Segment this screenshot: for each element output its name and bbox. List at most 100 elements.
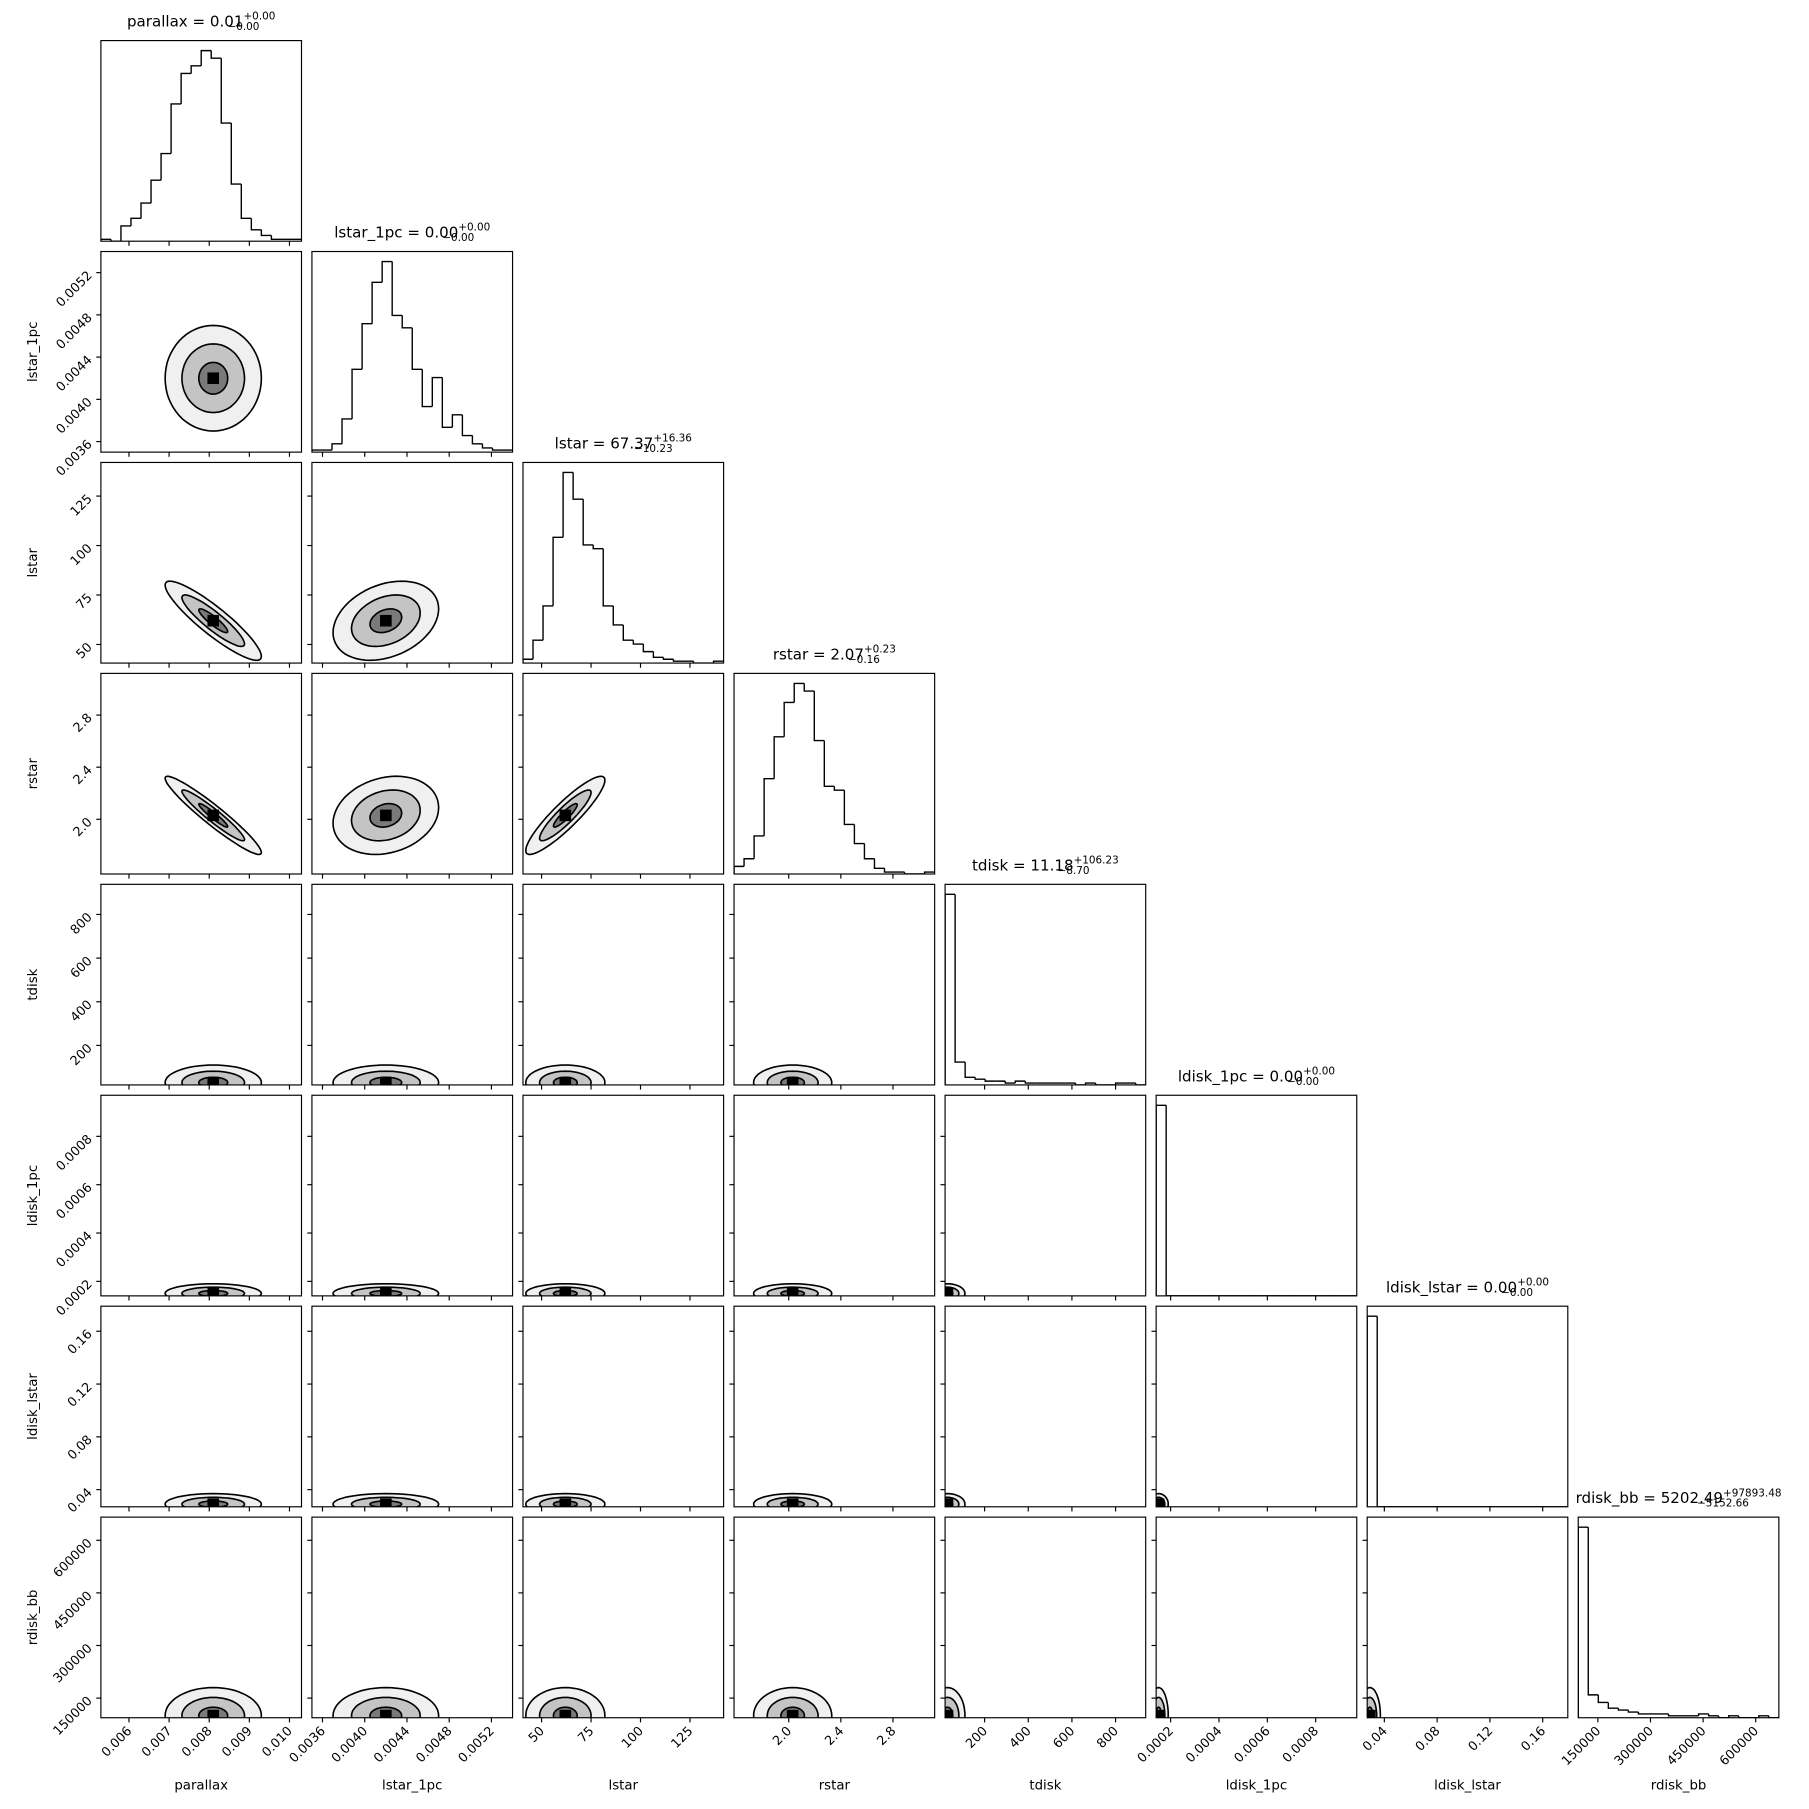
- x-axis-label: ldisk_1pc: [1226, 1778, 1287, 1793]
- title-plus: +0.00: [458, 222, 490, 234]
- panel: [311, 250, 514, 457]
- hist-bin: [481, 443, 493, 449]
- hist-bin: [833, 786, 845, 791]
- panel-frame: [522, 1094, 725, 1297]
- hist-bin: [542, 605, 554, 641]
- hist-bin: [140, 202, 152, 219]
- hist-bin: [1094, 1083, 1106, 1085]
- hist-bin: [130, 217, 142, 226]
- x-axis-label: ldisk_lstar: [1434, 1778, 1501, 1793]
- hist-bin: [572, 472, 584, 500]
- panel-frame: [311, 1094, 514, 1297]
- panel: [1151, 1305, 1358, 1512]
- panel-frame: [100, 1094, 303, 1297]
- x-axis-label: lstar_1pc: [382, 1778, 442, 1793]
- hist-bin: [351, 368, 363, 419]
- hist-bin: [160, 152, 172, 181]
- y-tick-label: 100: [68, 541, 96, 569]
- y-tick-label: 0.0044: [53, 353, 95, 395]
- title-text: tdisk = 11.18: [972, 856, 1074, 874]
- panel-title: tdisk = 11.18+106.23 −8.70: [972, 854, 1119, 876]
- density-peak: [207, 809, 220, 822]
- panel: [733, 672, 936, 879]
- panel-frame: [522, 672, 725, 875]
- hist-bin: [1114, 1082, 1126, 1085]
- panel-title: lstar_1pc = 0.00+0.00 −0.00: [334, 222, 490, 244]
- y-tick-label: 800: [68, 910, 96, 938]
- hist-bin: [763, 778, 775, 836]
- panel: [307, 1094, 514, 1301]
- panel-frame: [522, 1516, 725, 1719]
- panel-frame: [1155, 1516, 1358, 1719]
- panel-frame: [100, 40, 303, 242]
- title-plus: +0.00: [1303, 1065, 1335, 1077]
- x-tick-label: 0.12: [1466, 1724, 1497, 1755]
- density-peak: [207, 372, 220, 385]
- panel: [518, 1305, 725, 1512]
- panel-frame: [522, 1305, 725, 1508]
- hist-bin: [250, 218, 262, 231]
- panel-frame: [311, 883, 514, 1086]
- y-tick-label: 0.04: [65, 1485, 96, 1516]
- panel-frame: [522, 461, 725, 664]
- density-peak: [945, 1287, 954, 1296]
- y-axis-label: ldisk_lstar: [26, 1373, 41, 1440]
- panel-title: lstar = 67.37+16.36 −10.23: [555, 433, 692, 455]
- density-peak: [380, 1498, 392, 1507]
- panel: [518, 883, 725, 1090]
- hist-bin: [783, 701, 795, 737]
- panel-frame: [100, 672, 303, 875]
- hist-bin: [1597, 1694, 1609, 1704]
- x-tick-label: 0.0002: [1135, 1724, 1177, 1766]
- panel-frame: [100, 461, 303, 664]
- density-peak: [380, 809, 392, 822]
- title-minus: −0.16: [848, 654, 880, 666]
- y-tick-label: 75: [74, 591, 96, 613]
- title-minus: −0.00: [442, 232, 474, 244]
- hist-bin: [1587, 1527, 1599, 1696]
- panel-frame: [100, 883, 303, 1086]
- panel: [940, 1094, 1147, 1301]
- hist-bin: [150, 179, 162, 204]
- title-minus: −8.70: [1058, 865, 1090, 877]
- hist-bin: [843, 790, 855, 826]
- panel-title: ldisk_1pc = 0.00+0.00 −0.00: [1178, 1065, 1335, 1087]
- panel-frame: [100, 250, 303, 453]
- hist-bin: [1014, 1080, 1026, 1084]
- x-axis-label: rstar: [819, 1778, 851, 1793]
- hist-bin: [411, 327, 423, 370]
- hist-bin: [1084, 1082, 1096, 1085]
- panel: 200 400 600 800: [68, 883, 303, 1090]
- panel: [307, 1305, 514, 1512]
- x-tick-label: 2.8: [874, 1724, 899, 1749]
- panel-title: rdisk_bb = 5202.49+97893.48 −5152.66: [1576, 1487, 1782, 1509]
- y-axis-label: rdisk_bb: [26, 1590, 41, 1646]
- hist-bin: [813, 691, 825, 742]
- hist-bin: [734, 865, 745, 875]
- hist-bin: [1707, 1713, 1719, 1717]
- hist-bin: [331, 443, 343, 451]
- hist-bin: [220, 58, 232, 124]
- title-minus: −0.00: [1501, 1287, 1533, 1299]
- y-axis-label: rstar: [26, 758, 41, 790]
- hist-bin: [190, 65, 202, 74]
- density-peak: [945, 1498, 954, 1507]
- hist-bin: [311, 449, 322, 453]
- y-tick-label: 600: [68, 954, 96, 982]
- x-tick-label: 0.0008: [1280, 1724, 1322, 1766]
- y-tick-label: 0.0048: [53, 311, 95, 353]
- x-tick-label: 0.008: [179, 1724, 215, 1760]
- hist-bin: [240, 184, 252, 220]
- density-peak: [380, 1709, 392, 1718]
- y-tick-label: 450000: [51, 1589, 96, 1634]
- x-tick-label: 0.007: [139, 1724, 175, 1760]
- panel: [518, 1094, 725, 1301]
- panel-frame: [311, 1516, 514, 1719]
- density-peak: [207, 614, 220, 627]
- y-tick-label: 0.0040: [53, 395, 95, 437]
- title-text: rdisk_bb = 5202.49: [1576, 1489, 1723, 1508]
- hist-bin: [1637, 1712, 1649, 1715]
